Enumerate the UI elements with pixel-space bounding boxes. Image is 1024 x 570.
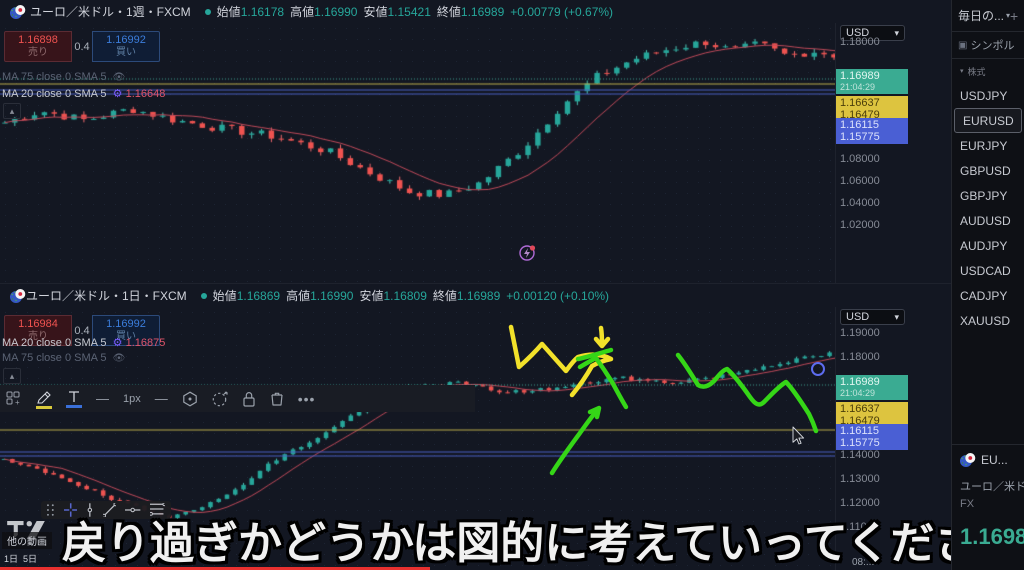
svg-text:+: +: [15, 398, 20, 407]
